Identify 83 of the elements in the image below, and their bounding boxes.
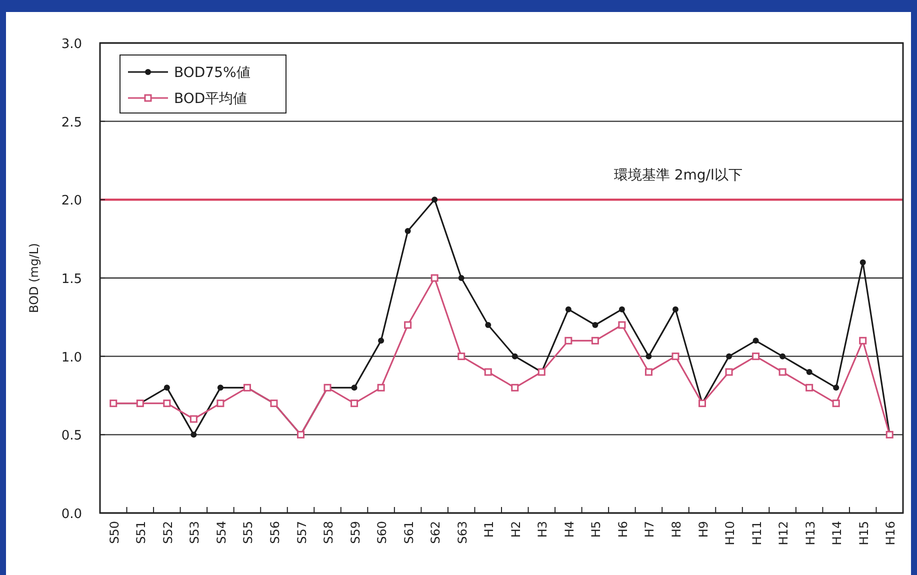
x-tick-label: H13 (803, 521, 818, 546)
x-tick-label: S56 (268, 521, 282, 544)
point (404, 228, 411, 234)
point (485, 322, 492, 328)
point (618, 321, 626, 329)
point (216, 400, 224, 408)
point (164, 384, 170, 391)
point (725, 368, 733, 376)
point (190, 432, 197, 438)
x-tick-label: S55 (241, 521, 256, 544)
point (806, 369, 812, 375)
point (217, 384, 224, 391)
point (591, 336, 599, 344)
x-tick-label: S52 (160, 521, 175, 544)
point (833, 384, 840, 391)
point (190, 415, 198, 423)
y-tick-label: 0.0 (61, 507, 82, 522)
x-tick-label: H3 (536, 521, 550, 538)
y-tick-label: 1.5 (61, 272, 82, 287)
x-tick-label: H5 (589, 521, 604, 538)
x-tick-label: S62 (428, 521, 443, 544)
x-tick-label: S60 (375, 521, 390, 544)
legend-label: BOD平均値 (174, 91, 248, 107)
point (618, 306, 625, 312)
point (378, 338, 384, 344)
point (592, 322, 598, 328)
point (646, 353, 652, 360)
y-tick-label: 2.0 (61, 194, 82, 209)
point (752, 352, 760, 360)
x-tick-label: H2 (508, 521, 523, 538)
x-tick-label: H6 (616, 521, 630, 538)
point (512, 353, 518, 360)
x-tick-label: H1 (482, 521, 496, 538)
point (350, 400, 358, 408)
x-tick-label: H7 (642, 521, 657, 538)
x-tick-label: H15 (856, 521, 871, 546)
y-tick-label: 2.5 (61, 115, 82, 130)
x-tick-label: S54 (214, 521, 228, 544)
y-tick-label: 3.0 (61, 37, 82, 52)
point (832, 400, 840, 408)
x-tick-label: S51 (134, 521, 148, 544)
point (511, 384, 519, 392)
x-tick-label: S57 (294, 521, 309, 544)
point (564, 336, 572, 344)
x-tick-label: S58 (322, 521, 336, 544)
point (404, 321, 412, 329)
y-axis-title: BOD (mg/L) (27, 243, 41, 313)
x-tick-label: S61 (402, 521, 416, 544)
point (351, 384, 358, 391)
point (484, 368, 492, 376)
point (778, 368, 786, 376)
y-tick-label: 0.5 (61, 428, 82, 444)
x-tick-label: H8 (669, 521, 684, 538)
point (780, 353, 786, 360)
point (458, 275, 464, 281)
x-tick-label: S50 (107, 521, 122, 544)
point (806, 384, 814, 392)
x-tick-label: H11 (750, 521, 764, 546)
y-tick-label: 1.0 (61, 350, 82, 366)
x-tick-label: H12 (776, 521, 791, 546)
point (565, 306, 572, 312)
point (644, 368, 652, 376)
legend-label: BOD75%値 (174, 65, 250, 81)
x-tick-label: H9 (696, 521, 710, 538)
x-tick-label: H14 (830, 521, 844, 546)
x-tick-label: S53 (188, 521, 202, 544)
point (377, 384, 385, 392)
x-tick-label: H16 (884, 521, 898, 546)
point (430, 274, 438, 282)
point (752, 338, 759, 344)
point (672, 352, 680, 360)
x-tick-label: H4 (562, 521, 576, 538)
x-tick-label: S59 (348, 521, 362, 544)
point (458, 352, 466, 360)
point (163, 400, 171, 408)
x-tick-label: S63 (455, 521, 470, 544)
point (726, 353, 732, 360)
ref-line-label: 環境基準 2mg/l以下 (614, 168, 742, 184)
x-tick-label: H10 (723, 521, 738, 546)
point (859, 336, 867, 344)
point (672, 306, 678, 312)
point (860, 259, 866, 266)
point (432, 196, 438, 203)
